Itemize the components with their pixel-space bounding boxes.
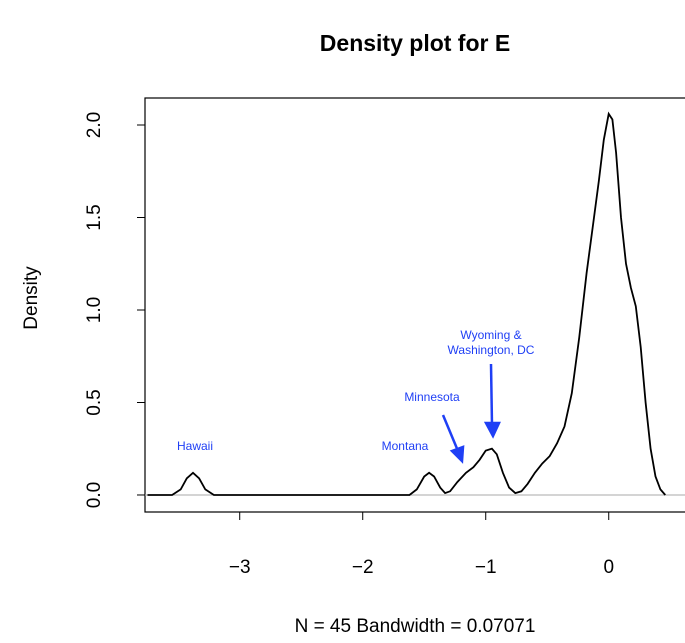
x-tick-label: −1 xyxy=(475,557,497,578)
y-tick-label: 0.5 xyxy=(84,389,105,415)
x-tick-label: −2 xyxy=(352,557,374,578)
y-tick-label: 0.0 xyxy=(84,482,105,508)
x-tick-label: −3 xyxy=(229,557,251,578)
annotation: Washington, DC xyxy=(448,343,535,357)
y-tick-label: 2.0 xyxy=(84,112,105,138)
density-curve xyxy=(147,111,666,496)
y-tick-label: 1.0 xyxy=(84,297,105,323)
arrows xyxy=(441,363,501,464)
plot-frame xyxy=(144,97,685,513)
annotation: Minnesota xyxy=(404,390,460,404)
chart-title: Density plot for E xyxy=(320,30,510,56)
y-axis-label: Density xyxy=(21,266,42,330)
x-axis-label: N = 45 Bandwidth = 0.07071 xyxy=(295,616,536,637)
annotation: Hawaii xyxy=(177,439,213,453)
annotation: Wyoming & xyxy=(460,328,521,342)
annotation: Montana xyxy=(382,439,429,453)
y-tick-label: 1.5 xyxy=(84,204,105,230)
x-tick-label: 0 xyxy=(603,557,614,578)
